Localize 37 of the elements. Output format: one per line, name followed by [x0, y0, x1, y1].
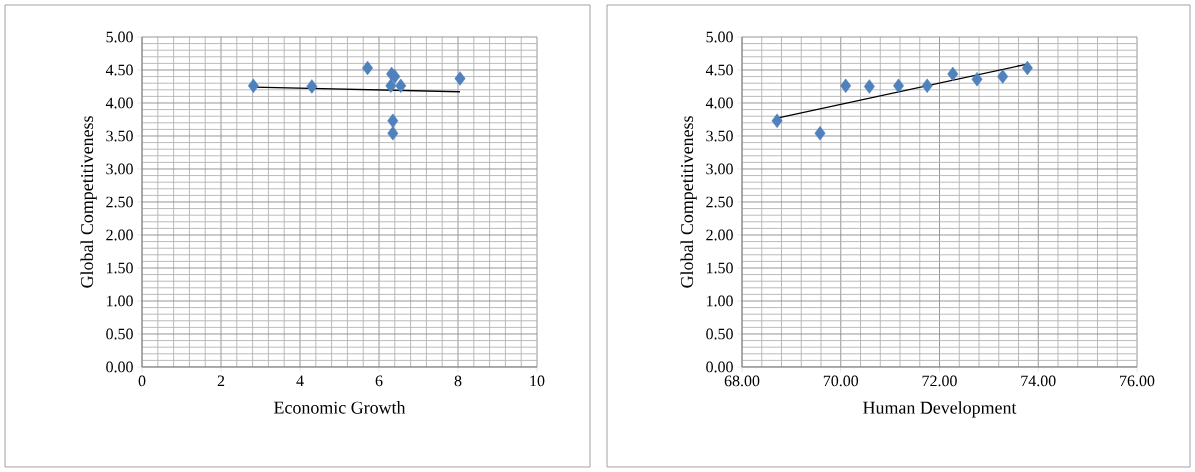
- y-tick-label: 4.00: [105, 97, 133, 109]
- y-tick-label: 3.00: [106, 163, 133, 175]
- x-tick-label: 74.00: [1021, 375, 1056, 387]
- y-tick-label: 0.50: [706, 328, 733, 340]
- y-tick-label: 5.00: [706, 31, 733, 43]
- x-tick-label: 8: [454, 375, 462, 387]
- y-tick-label: 1.50: [107, 262, 133, 274]
- y-tick-label: 0.00: [106, 361, 133, 373]
- x-tick-label: 68.00: [724, 375, 760, 387]
- y-tick-label: 2.00: [106, 229, 133, 241]
- x-axis-title: Economic Growth: [274, 401, 406, 414]
- y-tick-label: 4.00: [705, 97, 733, 109]
- x-tick-label: 72.00: [922, 375, 957, 387]
- x-tick-label: 6: [375, 375, 383, 387]
- y-tick-label: 2.50: [706, 196, 733, 208]
- y-tick-label: 0.00: [706, 361, 733, 373]
- x-axis-title: Human Development: [863, 401, 1017, 418]
- x-tick-label: 70.00: [823, 375, 859, 387]
- y-tick-label: 3.50: [706, 130, 733, 142]
- x-tick-label: 76.00: [1120, 375, 1155, 387]
- y-tick-label: 5.00: [106, 31, 133, 43]
- x-tick-label: 10: [530, 375, 545, 387]
- y-axis-title: Global Competitiveness: [680, 116, 697, 288]
- y-tick-label: 4.50: [705, 64, 733, 76]
- y-tick-label: 1.50: [707, 262, 733, 274]
- x-tick-label: 4: [296, 375, 304, 386]
- x-tick-label: 2: [217, 375, 225, 387]
- y-axis-title: Global Competitiveness: [80, 116, 97, 288]
- y-tick-label: 0.50: [106, 328, 133, 340]
- y-tick-label: 1.00: [107, 295, 133, 307]
- y-tick-label: 2.00: [706, 229, 733, 241]
- x-tick-label: 0: [138, 375, 146, 387]
- y-tick-label: 4.50: [105, 64, 133, 76]
- y-tick-label: 1.00: [707, 295, 733, 307]
- y-tick-label: 3.00: [706, 163, 733, 175]
- y-tick-label: 3.50: [106, 130, 133, 142]
- y-tick-label: 2.50: [106, 196, 133, 208]
